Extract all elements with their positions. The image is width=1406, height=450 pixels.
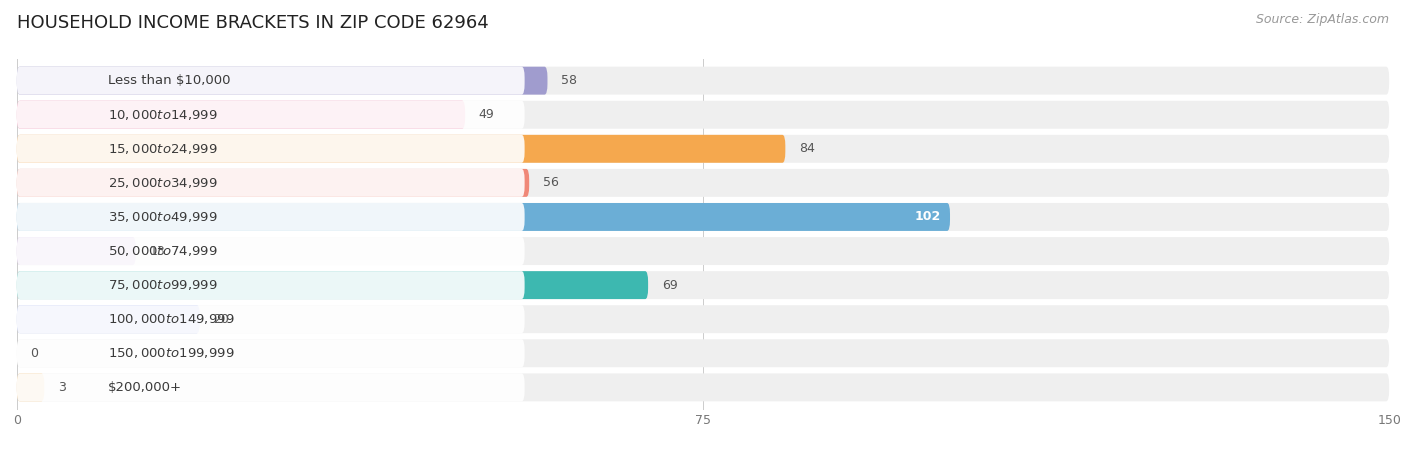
FancyBboxPatch shape xyxy=(17,203,950,231)
FancyBboxPatch shape xyxy=(17,135,524,163)
Text: 56: 56 xyxy=(543,176,558,189)
FancyBboxPatch shape xyxy=(17,271,1389,299)
FancyBboxPatch shape xyxy=(17,271,524,299)
FancyBboxPatch shape xyxy=(17,101,524,129)
FancyBboxPatch shape xyxy=(17,135,786,163)
Text: $150,000 to $199,999: $150,000 to $199,999 xyxy=(108,346,235,360)
FancyBboxPatch shape xyxy=(17,374,45,401)
FancyBboxPatch shape xyxy=(17,237,136,265)
FancyBboxPatch shape xyxy=(17,101,1389,129)
Text: 69: 69 xyxy=(662,279,678,292)
Text: $100,000 to $149,999: $100,000 to $149,999 xyxy=(108,312,235,326)
Text: $10,000 to $14,999: $10,000 to $14,999 xyxy=(108,108,218,122)
Text: 58: 58 xyxy=(561,74,578,87)
FancyBboxPatch shape xyxy=(17,271,648,299)
FancyBboxPatch shape xyxy=(17,339,524,367)
FancyBboxPatch shape xyxy=(17,169,524,197)
Text: 13: 13 xyxy=(149,244,166,257)
FancyBboxPatch shape xyxy=(17,305,200,333)
Text: $50,000 to $74,999: $50,000 to $74,999 xyxy=(108,244,218,258)
FancyBboxPatch shape xyxy=(17,203,1389,231)
FancyBboxPatch shape xyxy=(17,67,547,94)
FancyBboxPatch shape xyxy=(17,374,1389,401)
FancyBboxPatch shape xyxy=(17,101,465,129)
Text: 20: 20 xyxy=(214,313,229,326)
FancyBboxPatch shape xyxy=(17,374,524,401)
FancyBboxPatch shape xyxy=(17,169,529,197)
FancyBboxPatch shape xyxy=(17,237,524,265)
FancyBboxPatch shape xyxy=(17,339,1389,367)
FancyBboxPatch shape xyxy=(17,67,1389,94)
Text: $25,000 to $34,999: $25,000 to $34,999 xyxy=(108,176,218,190)
Text: $75,000 to $99,999: $75,000 to $99,999 xyxy=(108,278,218,292)
FancyBboxPatch shape xyxy=(17,237,1389,265)
FancyBboxPatch shape xyxy=(17,169,1389,197)
Text: 49: 49 xyxy=(479,108,495,121)
FancyBboxPatch shape xyxy=(17,305,524,333)
Text: HOUSEHOLD INCOME BRACKETS IN ZIP CODE 62964: HOUSEHOLD INCOME BRACKETS IN ZIP CODE 62… xyxy=(17,14,489,32)
Text: 0: 0 xyxy=(31,347,38,360)
Text: Less than $10,000: Less than $10,000 xyxy=(108,74,231,87)
Text: $200,000+: $200,000+ xyxy=(108,381,183,394)
Text: $35,000 to $49,999: $35,000 to $49,999 xyxy=(108,210,218,224)
Text: Source: ZipAtlas.com: Source: ZipAtlas.com xyxy=(1256,14,1389,27)
FancyBboxPatch shape xyxy=(17,135,1389,163)
Text: $15,000 to $24,999: $15,000 to $24,999 xyxy=(108,142,218,156)
FancyBboxPatch shape xyxy=(17,203,524,231)
Text: 102: 102 xyxy=(915,211,941,224)
Text: 3: 3 xyxy=(58,381,66,394)
Text: 84: 84 xyxy=(799,142,815,155)
FancyBboxPatch shape xyxy=(17,67,524,94)
FancyBboxPatch shape xyxy=(17,305,1389,333)
